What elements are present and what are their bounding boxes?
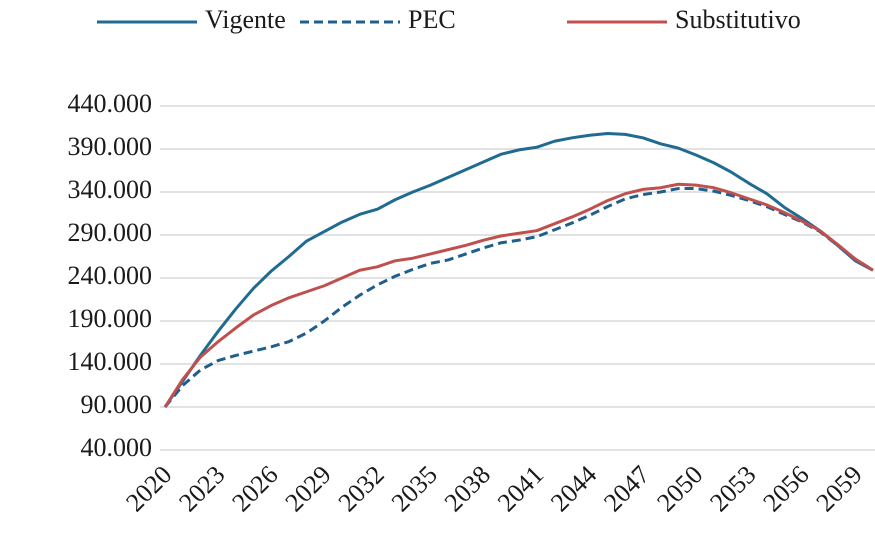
series-line [163, 182, 874, 408]
legend-item: PEC [300, 5, 456, 34]
y-tick-label: 240.000 [68, 261, 153, 290]
series-line [163, 132, 874, 408]
y-tick-label: 440.000 [68, 89, 153, 118]
x-tick-label: 2032 [333, 460, 390, 517]
x-tick-label: 2050 [651, 460, 708, 517]
y-tick-label: 290.000 [68, 218, 153, 247]
legend-label: Substitutivo [675, 5, 801, 34]
x-tick-label: 2020 [120, 460, 177, 517]
y-tick-label: 340.000 [68, 175, 153, 204]
y-tick-label: 140.000 [68, 347, 153, 376]
legend-item: Vigente [97, 5, 286, 34]
x-tick-label: 2053 [704, 460, 761, 517]
x-tick-label: 2026 [226, 460, 283, 517]
legend-label: Vigente [205, 5, 286, 34]
x-tick-label: 2023 [173, 460, 230, 517]
y-tick-label: 390.000 [68, 132, 153, 161]
legend-label: PEC [408, 5, 456, 34]
x-tick-label: 2044 [545, 460, 602, 517]
series-line [163, 187, 874, 408]
x-tick-label: 2056 [757, 460, 814, 517]
x-tick-label: 2035 [386, 460, 443, 517]
x-tick-label: 2059 [810, 460, 867, 517]
x-tick-label: 2038 [439, 460, 496, 517]
x-tick-label: 2041 [492, 460, 549, 517]
x-tick-label: 2029 [279, 460, 336, 517]
y-tick-label: 40.000 [81, 433, 153, 462]
y-tick-label: 190.000 [68, 304, 153, 333]
y-tick-label: 90.000 [81, 390, 153, 419]
x-tick-label: 2047 [598, 460, 655, 517]
legend-item: Substitutivo [567, 5, 801, 34]
